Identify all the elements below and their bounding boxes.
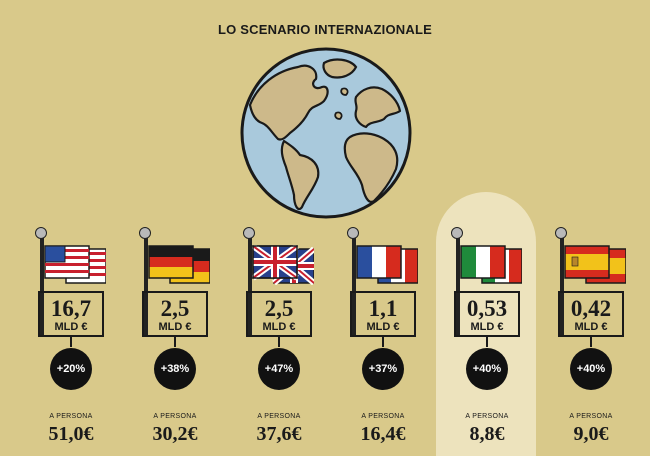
growth-badge: +37% [362, 348, 404, 390]
market-unit: MLD € [158, 321, 192, 333]
market-value: 16,7 [50, 296, 92, 321]
market-unit: MLD € [366, 321, 400, 333]
market-unit: MLD € [574, 321, 608, 333]
country-column-italy: 0,53 MLD € +40% A PERSONA 8,8€ [446, 225, 550, 456]
market-value: 0,53 [466, 296, 508, 321]
connector-line [486, 337, 488, 347]
country-column-germany: 2,5 MLD € +38% A PERSONA 30,2€ [134, 225, 238, 456]
per-person-value: 37,6€ [256, 423, 302, 445]
flag-pole [352, 235, 356, 337]
value-box: 2,5 MLD € [246, 291, 312, 337]
value-box: 1,1 MLD € [350, 291, 416, 337]
connector-line [174, 337, 176, 347]
pole-knob [243, 227, 255, 239]
market-unit: MLD € [470, 321, 504, 333]
pole-knob [555, 227, 567, 239]
globe-icon [240, 47, 412, 219]
usa-flag-icon [44, 245, 106, 284]
connector-line [70, 337, 72, 347]
connector-line [590, 337, 592, 347]
italy-flag-icon [460, 245, 522, 284]
growth-badge: +38% [154, 348, 196, 390]
growth-badge: +20% [50, 348, 92, 390]
pole-knob [451, 227, 463, 239]
flag-pole [560, 235, 564, 337]
france-flag-icon [356, 245, 418, 284]
germany-flag-icon [148, 245, 210, 284]
per-person-label: A PERSONA [569, 413, 613, 420]
per-person-label: A PERSONA [257, 413, 301, 420]
pole-knob [139, 227, 151, 239]
flag-pole [248, 235, 252, 337]
country-column-usa: 16,7 MLD € +20% A PERSONA 51,0€ [30, 225, 134, 456]
value-box: 0,42 MLD € [558, 291, 624, 337]
per-person-label: A PERSONA [465, 413, 509, 420]
value-box: 2,5 MLD € [142, 291, 208, 337]
per-person-value: 30,2€ [152, 423, 198, 445]
growth-badge: +47% [258, 348, 300, 390]
value-box: 0,53 MLD € [454, 291, 520, 337]
market-value: 0,42 [570, 296, 612, 321]
market-unit: MLD € [262, 321, 296, 333]
per-person-value: 8,8€ [469, 423, 505, 445]
country-column-uk: 2,5 MLD € +47% A PERSONA 37,6€ [238, 225, 342, 456]
growth-badge: +40% [570, 348, 612, 390]
per-person-label: A PERSONA [153, 413, 197, 420]
country-column-france: 1,1 MLD € +37% A PERSONA 16,4€ [342, 225, 446, 456]
pole-knob [35, 227, 47, 239]
country-column-spain: 0,42 MLD € +40% A PERSONA 9,0€ [550, 225, 650, 456]
flag-pole [456, 235, 460, 337]
pole-knob [347, 227, 359, 239]
market-unit: MLD € [54, 321, 88, 333]
market-value: 2,5 [264, 296, 294, 321]
uk-flag-icon [252, 245, 314, 285]
connector-line [382, 337, 384, 347]
connector-line [278, 337, 280, 347]
per-person-value: 51,0€ [48, 423, 94, 445]
spain-flag-icon [564, 245, 626, 284]
market-value: 2,5 [160, 296, 190, 321]
page-title: LO SCENARIO INTERNAZIONALE [218, 22, 432, 37]
flag-pole [144, 235, 148, 337]
per-person-label: A PERSONA [49, 413, 93, 420]
growth-badge: +40% [466, 348, 508, 390]
flag-pole [40, 235, 44, 337]
per-person-label: A PERSONA [361, 413, 405, 420]
per-person-value: 9,0€ [573, 423, 609, 445]
per-person-value: 16,4€ [360, 423, 406, 445]
market-value: 1,1 [368, 296, 398, 321]
value-box: 16,7 MLD € [38, 291, 104, 337]
